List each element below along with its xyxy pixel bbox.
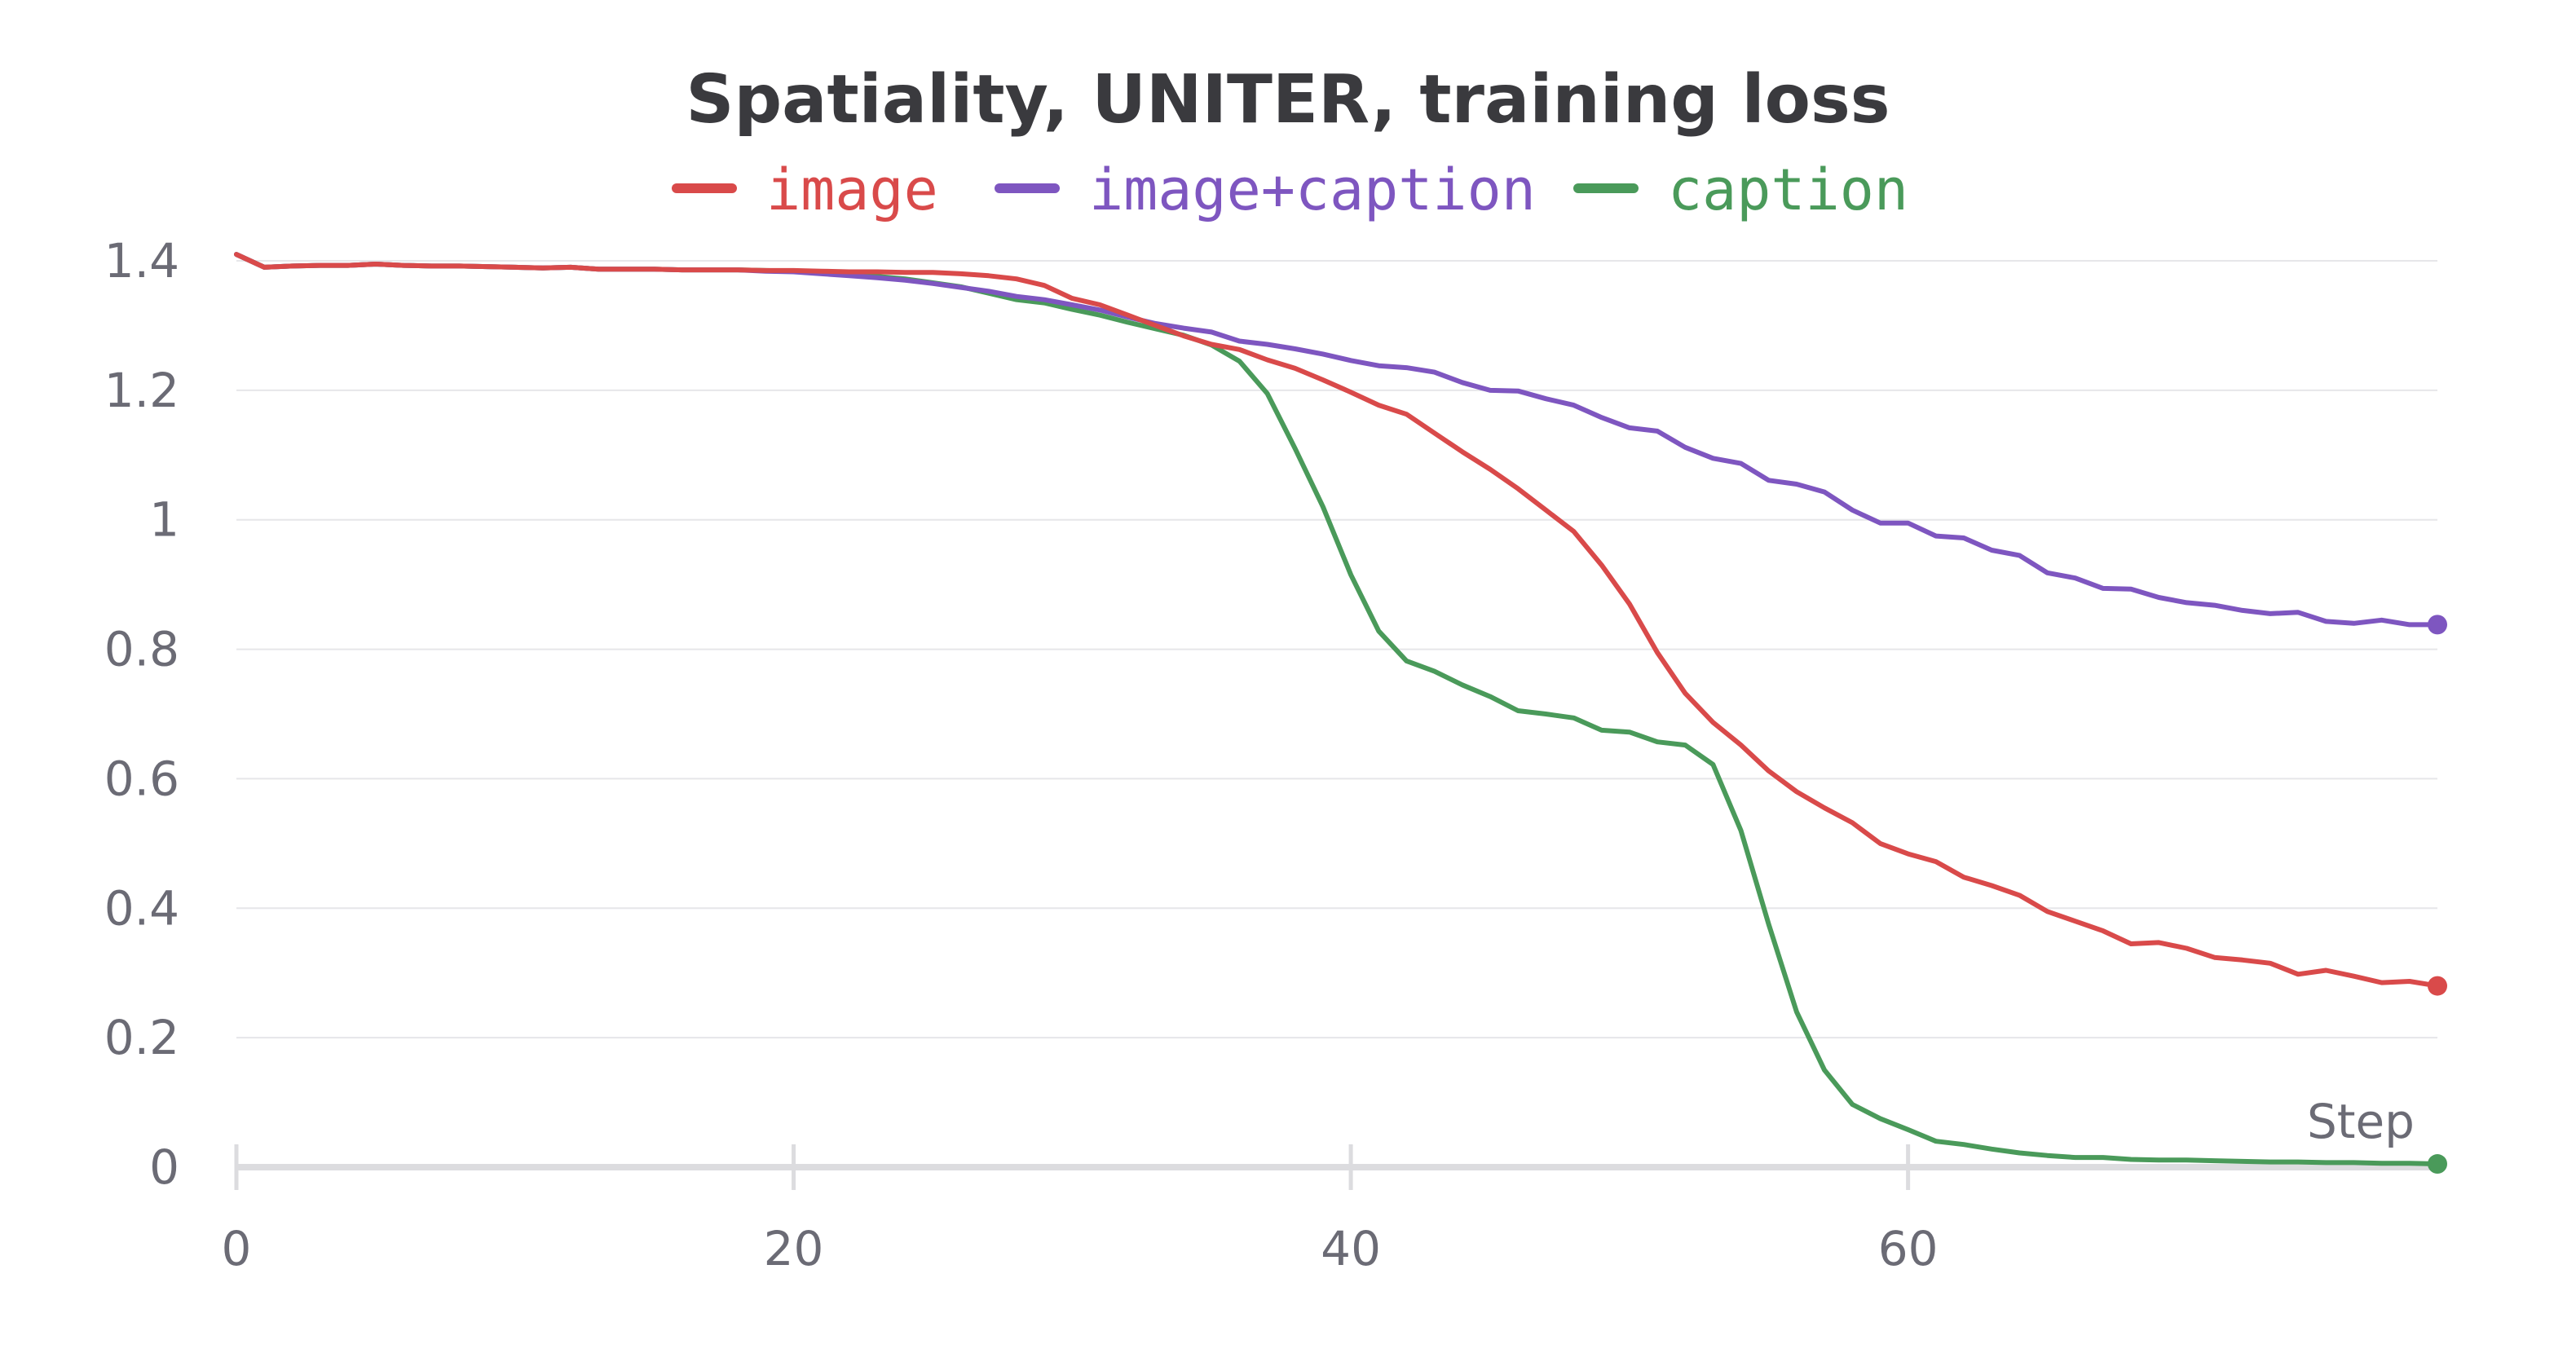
series-line-image-caption (234, 252, 2440, 628)
chart-title: Spatiality, UNITER, training loss (686, 61, 1890, 139)
y-tick-label: 0 (149, 1139, 179, 1195)
legend-item[interactable]: image (672, 156, 938, 223)
y-axis-ticks: 0 0.2 0.4 0.6 0.8 1 1.2 1.4 (104, 233, 179, 1195)
x-tick-label: 20 (764, 1221, 824, 1276)
series-end-marker (2428, 615, 2447, 635)
x-axis: 0 20 40 60 (222, 1144, 2437, 1276)
series-end-marker (2428, 1154, 2447, 1175)
x-axis-label: Step (2307, 1094, 2415, 1149)
y-tick-label: 0.6 (104, 751, 179, 806)
legend-label: image+caption (1089, 156, 1536, 223)
x-tick-label: 60 (1878, 1221, 1939, 1276)
y-tick-label: 1.4 (104, 233, 179, 289)
y-tick-label: 1.2 (104, 363, 179, 418)
series-end-marker (2428, 976, 2447, 996)
y-tick-label: 0.4 (104, 880, 179, 936)
series-line-image (234, 252, 2440, 989)
x-tick-label: 0 (222, 1221, 252, 1276)
legend-label: image (766, 156, 938, 223)
legend-item[interactable]: image+caption (995, 156, 1536, 223)
legend-item[interactable]: caption (1573, 156, 1908, 223)
y-tick-label: 0.2 (104, 1010, 179, 1065)
legend-label: caption (1668, 156, 1908, 223)
y-tick-label: 1 (149, 492, 179, 548)
grid (236, 260, 2437, 1039)
series-group (234, 252, 2447, 1175)
x-tick-label: 40 (1321, 1221, 1381, 1276)
legend: image image+caption caption (672, 156, 1908, 223)
y-tick-label: 0.8 (104, 622, 179, 677)
